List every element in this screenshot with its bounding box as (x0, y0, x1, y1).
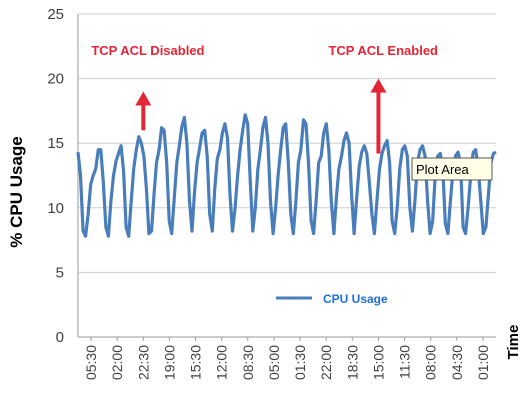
y-axis-ticks: 0 5 10 15 20 25 (47, 6, 64, 346)
x-tick-label: 15:00 (370, 345, 386, 380)
x-tick-label: 01:00 (475, 345, 491, 380)
x-tick-label: 22:00 (318, 345, 334, 380)
legend-label: CPU Usage (323, 292, 388, 306)
x-tick-label: 04:30 (449, 345, 465, 380)
y-tick-label: 20 (47, 71, 64, 88)
y-tick-label: 25 (47, 6, 64, 23)
x-tick-label: 05:30 (83, 345, 99, 380)
y-tick-label: 15 (47, 135, 64, 152)
y-tick-label: 5 (56, 264, 64, 281)
x-tick-label: 01:30 (292, 345, 308, 380)
x-tick-label: 02:00 (109, 345, 125, 380)
x-tick-label: 11:30 (397, 345, 413, 379)
annotations-layer: TCP ACL Disabled TCP ACL Enabled (91, 43, 438, 154)
y-tick-label: 0 (56, 329, 64, 346)
x-tick-label: 12:00 (214, 345, 230, 380)
tooltip-text: Plot Area (416, 162, 470, 177)
x-axis-ticks: 05:30 02:00 22:30 19:00 15:30 12:00 08:30 05:00… (83, 337, 491, 380)
x-tick-label: 18:30 (344, 345, 360, 380)
x-tick-label: 22:30 (135, 345, 151, 380)
plot-area-tooltip: Plot Area (411, 157, 493, 181)
x-tick-label: 15:30 (188, 345, 204, 380)
y-tick-label: 10 (47, 200, 64, 217)
annotation-label: TCP ACL Enabled (328, 43, 438, 58)
x-tick-label: 08:30 (240, 345, 256, 380)
annotation-label: TCP ACL Disabled (91, 43, 204, 58)
x-tick-label: 05:00 (266, 345, 282, 380)
x-axis-title: Time (505, 325, 522, 360)
x-tick-label: 19:00 (161, 345, 177, 380)
x-tick-label: 08:00 (423, 345, 439, 380)
annotation-arrow-head (135, 91, 152, 106)
y-axis-title: % CPU Usage (7, 136, 26, 247)
legend: CPU Usage (276, 292, 388, 306)
annotation-arrow-head (370, 78, 387, 93)
